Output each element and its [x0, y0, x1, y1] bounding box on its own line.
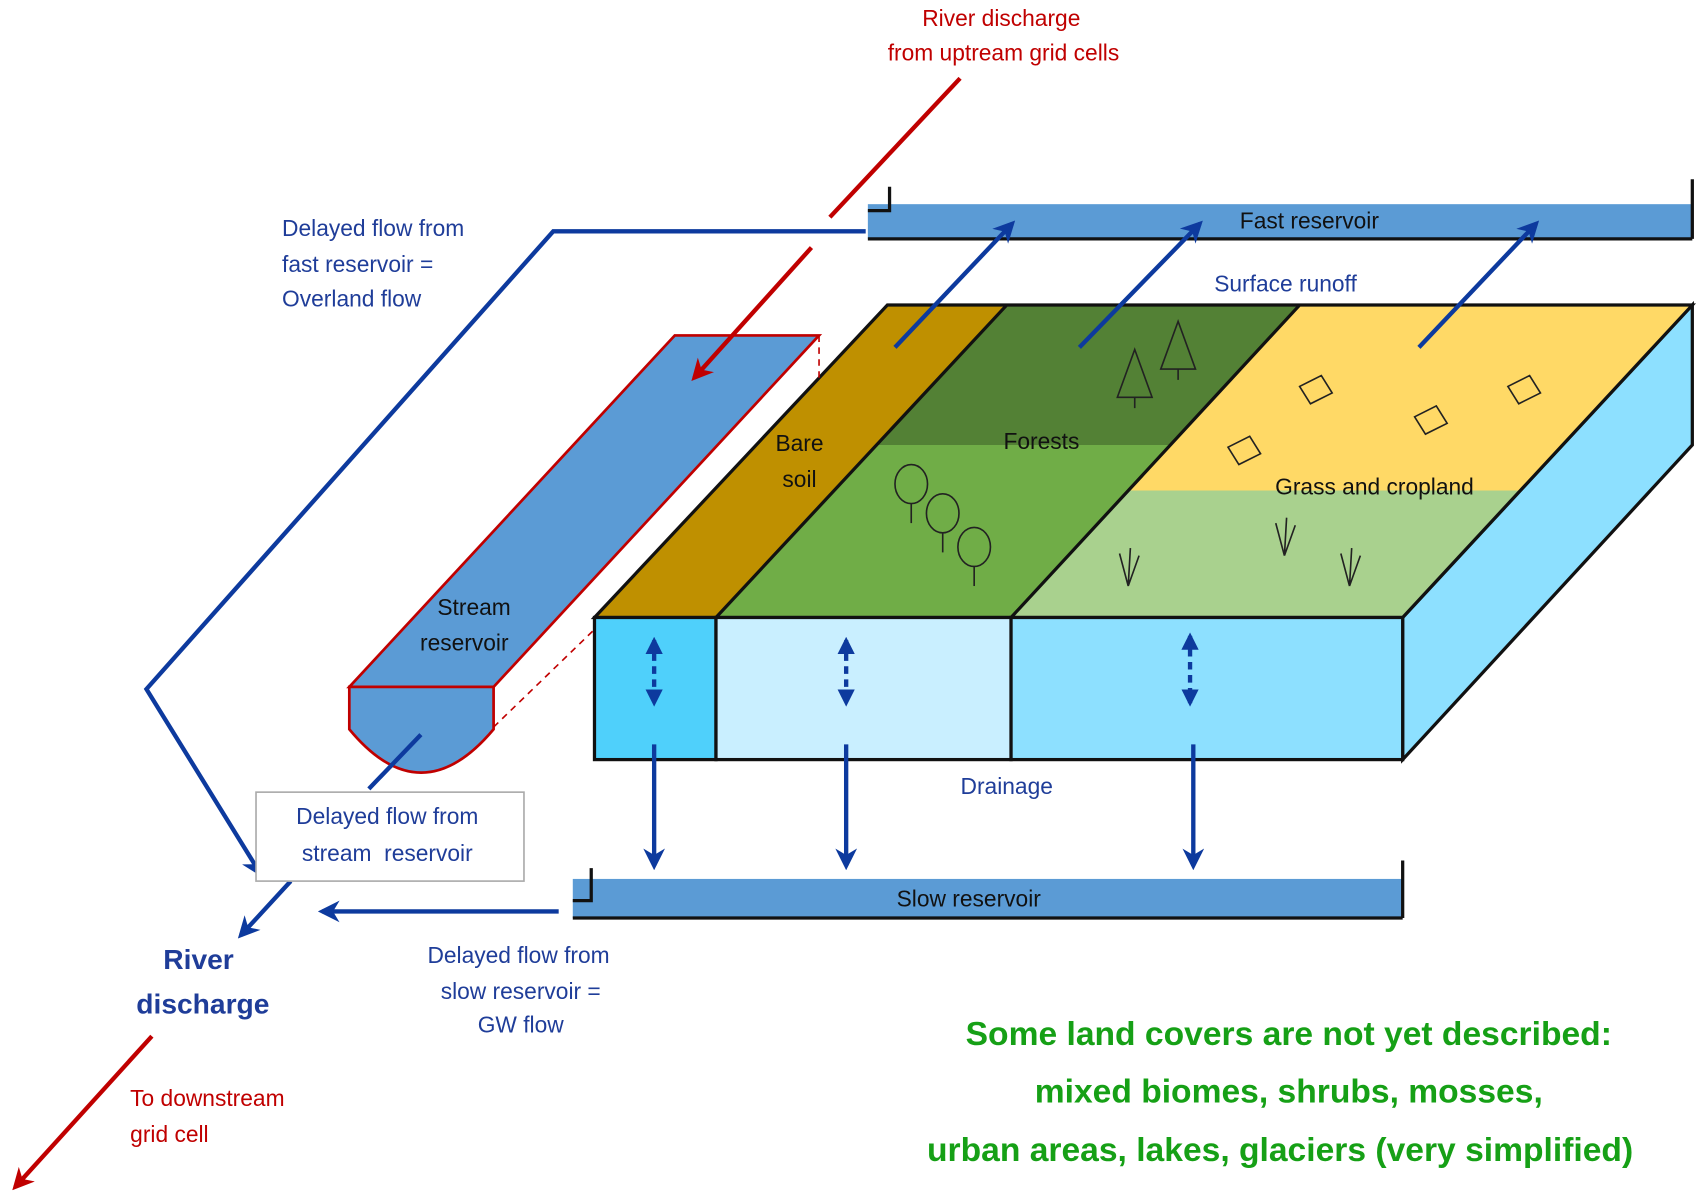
- note: urban areas, lakes, glaciers (very simpl…: [927, 1132, 1633, 1169]
- label: Surface runoff: [1214, 271, 1357, 297]
- forest-front: [716, 617, 1011, 759]
- label: soil: [782, 466, 816, 492]
- label: River discharge: [922, 5, 1080, 31]
- note: Some land covers are not yet described:: [966, 1016, 1612, 1053]
- label: Fast reservoir: [1240, 208, 1380, 234]
- label: stream reservoir: [302, 840, 473, 866]
- bare-soil-front: [594, 617, 716, 759]
- label: Slow reservoir: [897, 886, 1042, 912]
- label: Overland flow: [282, 286, 422, 312]
- note: mixed biomes, shrubs, mosses,: [1035, 1074, 1543, 1111]
- label: grid cell: [130, 1121, 208, 1147]
- outflow-arrow: [15, 1036, 152, 1187]
- label: Delayed flow from: [296, 803, 478, 829]
- label: Stream: [437, 594, 510, 620]
- label: Drainage: [961, 773, 1053, 799]
- label: Delayed flow from: [282, 215, 464, 241]
- drainage-arrows: [654, 744, 1193, 866]
- diagram: River discharge from uptream grid cells …: [0, 0, 1701, 1197]
- grass-front: [1011, 617, 1403, 759]
- label: Delayed flow from: [427, 942, 609, 968]
- label: Bare: [775, 430, 823, 456]
- label: Grass and cropland: [1275, 473, 1474, 499]
- label: To downstream: [130, 1085, 284, 1111]
- label: GW flow: [478, 1011, 565, 1037]
- label: discharge: [136, 987, 269, 1019]
- label: slow reservoir =: [441, 978, 601, 1004]
- label: River: [163, 943, 234, 975]
- label: fast reservoir =: [282, 251, 433, 277]
- label: reservoir: [420, 630, 509, 656]
- label: Forests: [1003, 428, 1079, 454]
- inflow-line: [830, 78, 960, 217]
- stream-section: [349, 687, 493, 773]
- label: from uptream grid cells: [888, 39, 1120, 65]
